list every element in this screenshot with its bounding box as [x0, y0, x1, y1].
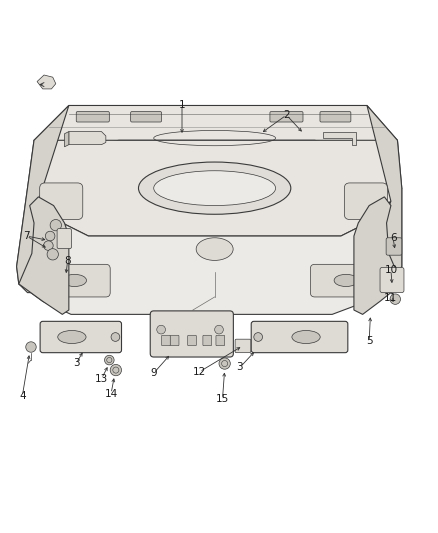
FancyBboxPatch shape — [170, 335, 179, 346]
Polygon shape — [64, 132, 69, 147]
FancyBboxPatch shape — [344, 183, 388, 220]
FancyBboxPatch shape — [380, 268, 404, 293]
Ellipse shape — [292, 330, 320, 344]
Polygon shape — [17, 106, 69, 293]
Circle shape — [215, 325, 223, 334]
FancyBboxPatch shape — [49, 264, 110, 297]
FancyBboxPatch shape — [150, 311, 233, 357]
FancyBboxPatch shape — [320, 111, 351, 122]
Text: 8: 8 — [64, 256, 71, 266]
FancyBboxPatch shape — [311, 264, 371, 297]
Circle shape — [50, 220, 61, 231]
Polygon shape — [69, 132, 106, 144]
Polygon shape — [17, 188, 402, 314]
FancyBboxPatch shape — [162, 335, 170, 346]
Text: 2: 2 — [283, 110, 290, 120]
Text: 1: 1 — [179, 100, 185, 110]
Text: 4: 4 — [19, 391, 25, 401]
Text: 6: 6 — [390, 233, 396, 243]
FancyBboxPatch shape — [270, 111, 303, 122]
FancyBboxPatch shape — [131, 111, 162, 122]
FancyBboxPatch shape — [40, 183, 83, 220]
Text: 10: 10 — [385, 265, 397, 275]
Polygon shape — [367, 106, 402, 293]
Text: 13: 13 — [95, 374, 108, 384]
Ellipse shape — [138, 162, 291, 214]
FancyBboxPatch shape — [76, 111, 110, 122]
Text: 3: 3 — [237, 362, 243, 373]
Text: 12: 12 — [193, 367, 206, 377]
FancyBboxPatch shape — [57, 229, 71, 249]
Circle shape — [219, 358, 230, 369]
Polygon shape — [28, 140, 402, 236]
Ellipse shape — [196, 238, 233, 261]
Text: 15: 15 — [216, 394, 229, 404]
Ellipse shape — [154, 171, 276, 206]
Polygon shape — [34, 106, 397, 147]
Polygon shape — [323, 132, 356, 144]
Text: 5: 5 — [366, 336, 372, 346]
Polygon shape — [19, 197, 69, 314]
Text: 9: 9 — [150, 368, 157, 378]
Ellipse shape — [334, 274, 358, 287]
Circle shape — [44, 241, 53, 251]
Circle shape — [254, 333, 262, 341]
Ellipse shape — [58, 330, 86, 344]
FancyBboxPatch shape — [235, 339, 251, 353]
Text: 3: 3 — [73, 358, 80, 368]
Ellipse shape — [63, 274, 86, 287]
Text: 11: 11 — [384, 293, 398, 303]
Circle shape — [47, 249, 58, 260]
Circle shape — [105, 356, 114, 365]
Text: 14: 14 — [104, 389, 118, 399]
FancyBboxPatch shape — [40, 321, 121, 353]
Circle shape — [157, 325, 166, 334]
Polygon shape — [37, 75, 56, 89]
Polygon shape — [354, 197, 402, 314]
FancyBboxPatch shape — [187, 335, 196, 346]
Circle shape — [110, 365, 121, 376]
FancyBboxPatch shape — [203, 335, 212, 346]
Circle shape — [46, 231, 55, 241]
FancyBboxPatch shape — [386, 238, 402, 255]
Text: 7: 7 — [23, 231, 30, 241]
Circle shape — [390, 294, 400, 304]
Circle shape — [26, 342, 36, 352]
FancyBboxPatch shape — [216, 335, 225, 346]
FancyBboxPatch shape — [251, 321, 348, 353]
Circle shape — [111, 333, 120, 341]
